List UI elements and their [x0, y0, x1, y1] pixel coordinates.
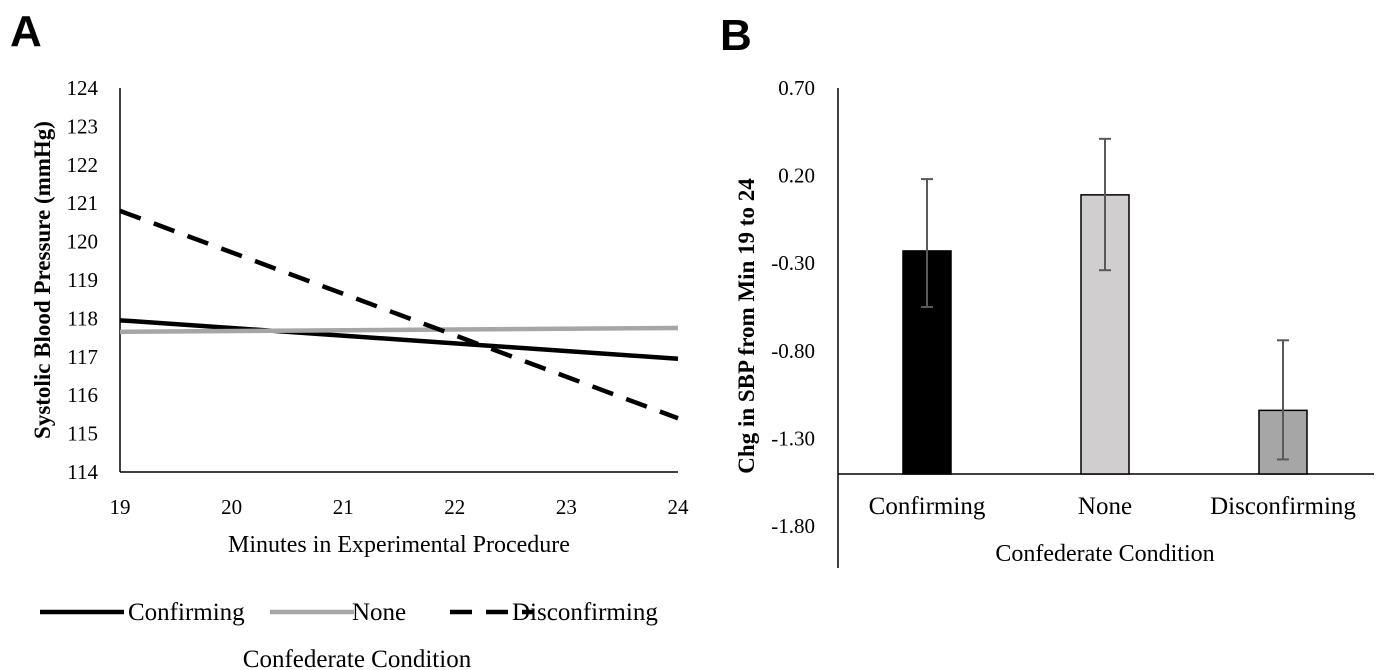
category-label: Confirming — [869, 493, 986, 520]
panel-a-label: A — [10, 7, 42, 56]
y-tick-label: 117 — [67, 345, 98, 369]
y-tick-label: 115 — [67, 422, 98, 446]
bar-chart: 0.70 0.20 -0.30 -0.80 -1.30 -1.80 Confirming N… — [734, 76, 1374, 568]
y-axis-title: Chg in SBP from Min 19 to 24 — [734, 178, 759, 474]
legend-label-disconfirming: Disconfirming — [512, 599, 658, 626]
x-tick-label: 24 — [668, 495, 690, 519]
x-tick-label: 21 — [333, 495, 354, 519]
category-label: Disconfirming — [1210, 493, 1356, 520]
series-lines — [119, 208, 679, 421]
y-tick-label: 122 — [67, 153, 99, 177]
x-tick-label: 22 — [444, 495, 465, 519]
category-label: None — [1078, 493, 1132, 520]
y-tick-label: 121 — [67, 191, 99, 215]
y-tick-label: -1.80 — [771, 514, 815, 538]
y-tick-label: 116 — [67, 383, 98, 407]
x-tick-labels: 19 20 21 22 23 24 — [110, 495, 690, 519]
y-tick-label: 0.20 — [778, 164, 815, 188]
x-axis-title: Minutes in Experimental Procedure — [228, 532, 570, 558]
legend: Confirming None Disconfirming — [40, 599, 658, 626]
y-axis-title: Systolic Blood Pressure (mmHg) — [30, 121, 55, 439]
series-line-none — [119, 325, 679, 335]
panel-b-label: B — [720, 11, 752, 60]
series-line-disconfirming — [119, 208, 679, 421]
x-tick-label: 23 — [556, 495, 577, 519]
y-tick-label: 120 — [67, 230, 99, 254]
series-line-confirming — [119, 318, 679, 361]
x-tick-label: 20 — [221, 495, 242, 519]
y-tick-labels: 114 115 116 117 118 119 120 121 122 123 124 — [67, 76, 99, 484]
x-axis-title: Confederate Condition — [995, 541, 1214, 567]
y-tick-label: 118 — [67, 306, 98, 330]
line-chart: 114 115 116 117 118 119 120 121 122 123 124 19 20 21… — [30, 76, 689, 670]
bars — [902, 137, 1308, 475]
y-tick-label: 114 — [67, 460, 98, 484]
y-tick-label: -1.30 — [771, 426, 815, 450]
y-tick-label: 0.70 — [778, 76, 815, 100]
legend-label-confirming: Confirming — [128, 599, 245, 626]
x-tick-label: 19 — [110, 495, 131, 519]
legend-label-none: None — [352, 599, 406, 626]
legend-title: Confederate Condition — [243, 646, 472, 670]
y-tick-label: 119 — [67, 268, 98, 292]
y-tick-label: -0.30 — [771, 251, 815, 275]
y-tick-label: 123 — [67, 114, 99, 138]
y-tick-labels: 0.70 0.20 -0.30 -0.80 -1.30 -1.80 — [771, 76, 815, 538]
category-labels: Confirming None Disconfirming — [869, 493, 1357, 520]
y-tick-label: -0.80 — [771, 339, 815, 363]
y-tick-label: 124 — [67, 76, 99, 100]
